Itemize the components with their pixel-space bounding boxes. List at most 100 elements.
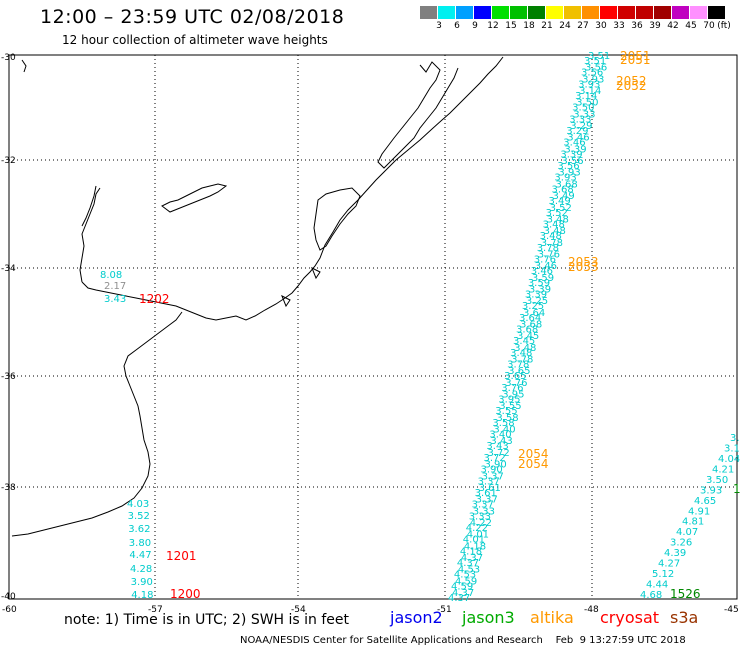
lon-tick-label: -45 [724, 605, 739, 615]
swh-value: 3.40 [489, 430, 511, 441]
swh-value: 4.47 [129, 550, 151, 561]
swh-value: 3.46 [531, 266, 553, 277]
swh-value: 3.76 [538, 249, 560, 260]
swh-value: 3.55 [495, 406, 517, 417]
satellite-label-jason3: jason3 [462, 608, 515, 627]
legend-label: 30 [595, 21, 607, 31]
legend-swatch [564, 6, 581, 19]
swh-value: 4.39 [664, 548, 686, 559]
swh-value: 4.28 [130, 564, 152, 575]
legend-swatch [582, 6, 599, 19]
swh-value: 3.76 [501, 383, 523, 394]
swh-value: 4.01 [463, 535, 485, 546]
satellite-label-cryosat: cryosat [600, 608, 660, 627]
swh-value: 3.51 [584, 56, 606, 67]
map-frame [8, 54, 738, 600]
swh-value: 3.9 [730, 433, 740, 444]
pass-time-label: 2052 [616, 79, 647, 93]
legend-label: 45 [685, 21, 697, 31]
pass-time-label: 1 [733, 482, 740, 496]
lat-axis-labels: -30 -32 -34 -36 -38 -40 [1, 53, 16, 602]
swh-value: 4.37 [452, 588, 474, 599]
swh-value: 3.46 [563, 138, 585, 149]
pass-time-label: 1202 [139, 292, 170, 306]
swh-value: 4.44 [646, 580, 668, 591]
swh-value: 8.08 [100, 270, 122, 281]
swh-value: 4.37 [461, 553, 483, 564]
swh-value: 3.46 [535, 261, 557, 272]
swh-value: 3.90 [131, 577, 153, 588]
swh-value: 3.78 [511, 355, 533, 366]
swh-value: 5.12 [652, 569, 674, 580]
satellite-label-jason2: jason2 [390, 608, 443, 627]
swh-value: 3.93 [582, 74, 604, 85]
legend-label: 18 [523, 21, 535, 31]
swh-value: 3.43 [490, 436, 512, 447]
swh-value: 3.37 [482, 471, 504, 482]
legend-label: 3 [436, 21, 442, 31]
swh-value: 3.65 [504, 371, 526, 382]
swh-value: 3.72 [487, 448, 509, 459]
swh-value: 3.37 [476, 495, 498, 506]
pass-time-label: 2051 [620, 49, 651, 63]
swh-value: 3.26 [670, 538, 692, 549]
swh-value: 4.04 [718, 454, 740, 465]
legend-label: 9 [472, 21, 478, 31]
footer-credit: NOAA/NESDIS Center for Satellite Applica… [240, 635, 686, 646]
swh-value: 3.39 [560, 149, 582, 160]
swh-value: 3.93 [558, 168, 580, 179]
lon-tick-label: -51 [437, 605, 452, 615]
pass-time-label: 1200 [170, 587, 201, 601]
swh-value: 3.78 [537, 243, 559, 254]
legend-swatch [600, 6, 617, 19]
swh-value: 3.39 [525, 289, 547, 300]
swh-value: 4.59 [455, 576, 477, 587]
swh-value: 3.93 [578, 79, 600, 90]
legend-swatch [456, 6, 473, 19]
swh-value: 3.56 [581, 68, 603, 79]
swh-value: 4.65 [694, 496, 716, 507]
swh-value: 3.72 [483, 453, 505, 464]
swh-value: 3.33 [569, 114, 591, 125]
swh-value: 3.80 [129, 538, 151, 549]
lon-tick-label: -48 [584, 605, 599, 615]
swh-value: 3.48 [540, 231, 562, 242]
pass-time-label: 1201 [166, 549, 197, 563]
swh-value: 3.49 [553, 191, 575, 202]
swh-value: 3.48 [543, 219, 565, 230]
swh-value: 3.39 [564, 144, 586, 155]
legend-label: 39 [649, 21, 661, 31]
swh-value: 3.52 [550, 203, 572, 214]
swh-value: 3.78 [507, 360, 529, 371]
swh-value: 3.29 [570, 121, 592, 132]
graticule [9, 55, 737, 599]
swh-value: 3.48 [510, 348, 532, 359]
swh-value: 3.43 [486, 441, 508, 452]
swh-value: 3.33 [573, 109, 595, 120]
swh-value: 4.59 [451, 581, 473, 592]
lat-tick-label: -36 [1, 372, 16, 382]
swh-value: 3.64 [523, 308, 545, 319]
swh-value: 3.25 [526, 296, 548, 307]
lon-tick-label: -57 [148, 605, 163, 615]
lon-tick-label: -60 [2, 605, 17, 615]
legend-label: 12 [487, 21, 499, 31]
swh-value: 3.33 [473, 506, 495, 517]
swh-value: 3.52 [128, 511, 150, 522]
swh-value: 3.78 [541, 238, 563, 249]
swh-value: 3.95 [498, 395, 520, 406]
swh-value: 3.90 [481, 465, 503, 476]
swh-value: 3.33 [469, 511, 491, 522]
swh-value: 3.58 [496, 413, 518, 424]
lat-tick-label: -38 [1, 483, 16, 493]
lon-tick-label: -54 [291, 605, 306, 615]
legend-swatch [438, 6, 455, 19]
swh-value: 3.55 [499, 401, 521, 412]
legend-swatch [690, 6, 707, 19]
swh-value: 3.93 [554, 173, 576, 184]
legend-unit: (ft) [717, 21, 731, 31]
swh-value: 4.81 [682, 517, 704, 528]
swh-value: 4.18 [464, 541, 486, 552]
